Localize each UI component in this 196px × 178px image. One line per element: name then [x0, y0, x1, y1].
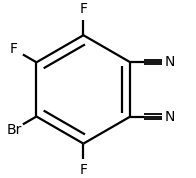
Text: F: F [10, 42, 18, 56]
Text: N: N [164, 55, 175, 69]
Text: F: F [79, 2, 87, 16]
Text: N: N [164, 109, 175, 124]
Text: F: F [79, 163, 87, 177]
Text: Br: Br [6, 122, 22, 137]
